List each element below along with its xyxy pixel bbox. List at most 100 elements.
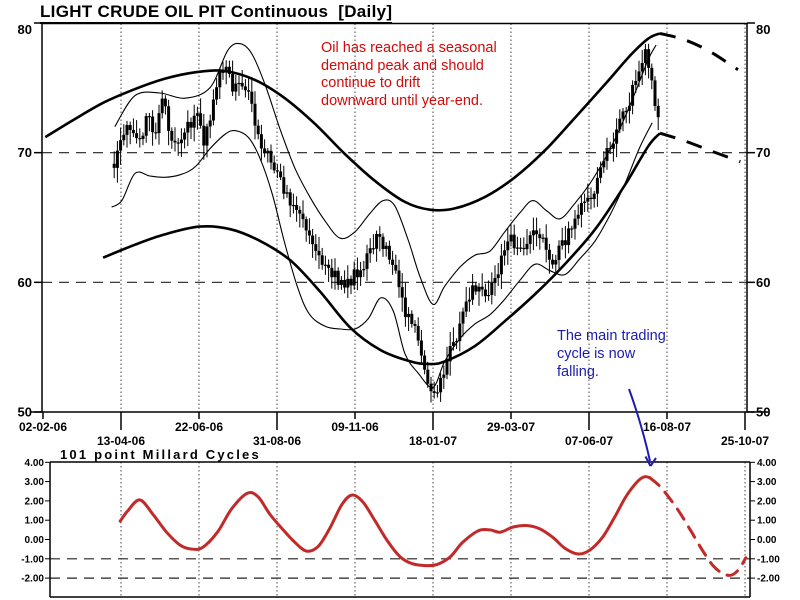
date-label: 16-08-07: [643, 420, 691, 434]
candle-body: [621, 111, 625, 119]
candle-body: [323, 264, 327, 266]
candle-body: [439, 377, 443, 393]
candle-body: [275, 170, 279, 172]
date-label: 02-02-06: [19, 420, 67, 434]
candle-body: [189, 121, 193, 128]
candle-body: [554, 259, 558, 265]
candle-body: [387, 245, 391, 260]
candle-body: [135, 133, 139, 139]
candle-body: [653, 80, 657, 106]
candle-body: [400, 287, 404, 298]
candle-body: [320, 255, 324, 265]
candle-body: [503, 250, 507, 256]
price-label-left: 80: [18, 22, 32, 37]
cycle-line-projection: [648, 476, 748, 577]
candle-body: [355, 269, 359, 278]
candle-body: [224, 66, 228, 73]
candle-body: [381, 236, 385, 249]
candle-body: [336, 270, 340, 285]
candle-body: [256, 125, 260, 135]
candle-body: [547, 249, 551, 260]
candle-body: [195, 113, 199, 116]
candle-body: [218, 71, 222, 88]
candle-body: [128, 125, 132, 130]
candle-body: [266, 150, 270, 154]
blue-arrow-head: [644, 456, 657, 467]
candle-body: [413, 323, 417, 326]
millard-cycle-series: [118, 475, 748, 577]
candle-body: [151, 116, 155, 133]
candle-body: [304, 219, 308, 231]
cycle-label-right: 3.00: [757, 477, 777, 488]
candle-body: [391, 259, 395, 265]
candle-body: [647, 49, 651, 68]
candle-body: [371, 248, 375, 250]
candle-body: [451, 342, 455, 347]
candle-body: [365, 253, 369, 269]
candle-body: [448, 346, 452, 362]
chart-title: LIGHT CRUDE OIL PIT Continuous [Daily]: [40, 2, 393, 24]
candle-body: [435, 392, 439, 394]
date-label: 22-06-06: [175, 420, 223, 434]
candle-body: [205, 126, 209, 146]
axes: [30, 22, 768, 598]
candle-body: [384, 245, 388, 249]
candle-body: [471, 285, 475, 300]
candle-body: [125, 125, 129, 135]
candle-body: [263, 148, 267, 154]
candle-body: [464, 301, 468, 312]
price-label-right: 60: [756, 275, 770, 290]
outer-lower-band-projection: [659, 131, 741, 164]
candle-body: [416, 325, 420, 341]
candle-body: [131, 129, 135, 134]
candle-body: [541, 237, 545, 239]
candle-body: [183, 132, 187, 140]
candle-body: [234, 83, 238, 92]
cycle-label-left: 1.00: [25, 516, 45, 527]
candle-body: [429, 383, 433, 392]
candle-body: [490, 282, 494, 295]
candle-body: [346, 278, 350, 288]
cycle-label-left: -2.00: [21, 574, 44, 585]
candle-body: [378, 234, 382, 237]
candle-body: [250, 91, 254, 104]
candle-body: [509, 234, 513, 242]
candle-body: [112, 163, 116, 168]
price-label-left: 60: [18, 275, 32, 290]
date-label: 13-04-06: [97, 434, 145, 448]
candle-body: [535, 230, 539, 235]
candle-body: [167, 106, 171, 131]
candle-body: [560, 240, 564, 246]
candle-body: [253, 103, 257, 126]
candle-body: [599, 167, 603, 178]
candle-body: [394, 264, 398, 271]
price-label-left: 50: [18, 405, 32, 420]
candle-body: [512, 234, 516, 249]
candle-body: [199, 113, 203, 126]
candle-body: [295, 204, 299, 210]
candle-body: [522, 247, 526, 250]
date-label: 07-06-07: [565, 434, 613, 448]
candle-body: [163, 98, 167, 107]
outer-upper-band: [44, 32, 661, 212]
candle-body: [458, 323, 462, 342]
candle-body: [279, 171, 283, 178]
price-label-right: 80: [756, 22, 770, 37]
candle-body: [410, 313, 414, 324]
candle-body: [298, 209, 302, 214]
candle-body: [611, 143, 615, 149]
candle-body: [624, 110, 628, 113]
price-label-left: 70: [18, 145, 32, 160]
candle-body: [154, 132, 158, 134]
candle-body: [375, 234, 379, 249]
cycle-label-left: 3.00: [25, 477, 45, 488]
candle-body: [567, 228, 571, 246]
candle-body: [362, 268, 366, 271]
candle-body: [186, 121, 190, 133]
candle-body: [192, 115, 196, 128]
candle-body: [282, 177, 286, 194]
candle-body: [407, 313, 411, 318]
candle-body: [227, 66, 231, 74]
